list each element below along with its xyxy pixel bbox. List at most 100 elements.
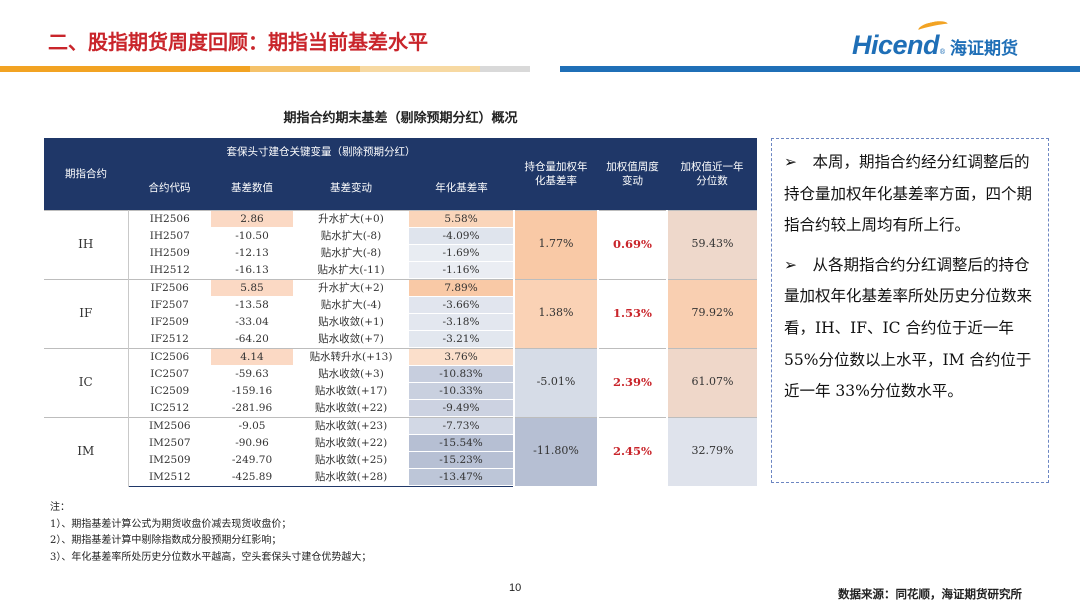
cell-basis-change-value: 贴水收敛(+7) [318,333,384,345]
cell-basis-value-value: -90.96 [235,437,269,449]
cell-annual-rate: -10.83% [409,366,514,383]
cell-basis-value-value: -12.13 [235,247,269,259]
cell-annual-rate-value: -13.47% [409,469,513,485]
cell-annual-rate: -3.21% [409,331,514,349]
group-label-ih: IH [44,209,129,279]
cell-basis-value: -13.58 [211,297,293,314]
cell-basis-value: -425.89 [211,468,293,487]
cell-basis-change-value: 贴水收敛(+17) [314,385,388,397]
cell-percentile: 59.43% [666,209,757,279]
footnote-3: 3）、年化基差率所处历史分位数水平越高，空头套保头寸建仓优势越大； [50,551,372,563]
cell-annual-rate-value: -7.73% [409,418,513,434]
cell-contract-code-value: IC2509 [150,385,190,397]
cell-weighted-rate: -5.01% [513,347,598,417]
cell-contract-code: IM2509 [128,452,211,469]
cell-basis-change: 贴水扩大(-8) [293,228,409,245]
cell-annual-rate-value: -15.23% [409,452,513,468]
cell-weighted-rate: 1.77% [513,209,598,279]
cell-basis-change: 贴水扩大(-4) [293,297,409,314]
cell-basis-value-value: -64.20 [235,333,269,345]
cell-basis-change: 贴水收敛(+1) [293,314,409,331]
cell-basis-value-value: -159.16 [231,385,273,397]
cell-contract-code: IH2507 [128,228,211,245]
cell-contract-code-value: IC2512 [150,402,190,414]
header-contract-group: 期指合约 [44,138,128,210]
table-row: IF2509 -33.04 贴水收敛(+1) -3.18% [44,314,757,331]
cell-annual-rate: -3.66% [409,297,514,314]
header-percentile: 加权值近一年分位数 [667,138,757,210]
cell-annual-rate: -13.47% [409,468,514,487]
cell-basis-change-value: 贴水扩大(-8) [320,247,382,259]
cell-basis-value: -249.70 [211,452,293,469]
cell-annual-rate: -1.16% [409,262,514,280]
cell-contract-code: IF2509 [128,314,211,331]
cell-basis-value: 4.14 [211,347,293,366]
cell-annual-rate-value: -10.33% [409,383,513,399]
group-label-if: IF [44,278,129,348]
table-row: IM IM2506 -9.05 贴水收敛(+23) -7.73% -11.80% 2.45%… [44,416,757,486]
cell-annual-rate-value: 5.58% [409,211,513,227]
cell-contract-code-value: IH2506 [149,213,190,225]
cell-basis-change: 升水扩大(+0) [293,209,409,228]
cell-percentile: 32.79% [666,416,757,486]
cell-basis-change-value: 贴水收敛(+25) [314,454,388,466]
cell-basis-change-value: 贴水扩大(-4) [320,299,382,311]
cell-contract-code: IC2507 [128,366,211,383]
cell-basis-value: -64.20 [211,331,293,349]
table-row: IC IC2506 4.14 贴水转升水(+13) 3.76% -5.01% 2.39% 61… [44,347,757,417]
group-label-im: IM [44,416,129,486]
table-row: IH2507 -10.50 贴水扩大(-8) -4.09% [44,228,757,245]
table-row: IH IH2506 2.86 升水扩大(+0) 5.58% 1.77% 0.69% 59.43… [44,209,757,279]
header-divider-stripe [0,66,1080,72]
cell-basis-value: -90.96 [211,435,293,452]
page-number: 10 [509,582,522,594]
table-caption: 期指合约期末基差（剔除预期分红）概况 [283,111,518,126]
cell-basis-value: -16.13 [211,262,293,280]
cell-basis-value-value: -425.89 [231,471,273,483]
table-row: IC2509 -159.16 贴水收敛(+17) -10.33% [44,383,757,400]
cell-basis-value-value: -10.50 [235,230,269,242]
cell-basis-change-value: 贴水收敛(+3) [318,368,384,380]
cell-contract-code: IC2506 [128,347,211,366]
table-row: IM2512 -425.89 贴水收敛(+28) -13.47% [44,468,757,487]
cell-contract-code-value: IM2506 [148,420,191,432]
cell-basis-change-value: 升水扩大(+0) [318,213,384,225]
header-contract-code: 合约代码 [128,166,211,210]
cell-annual-rate-value: -1.16% [409,262,513,278]
cell-contract-code: IM2507 [128,435,211,452]
cell-basis-value-value: -13.58 [235,299,269,311]
cell-basis-value: -12.13 [211,245,293,262]
cell-basis-value-value: -59.63 [235,368,269,380]
cell-contract-code: IH2509 [128,245,211,262]
cell-annual-rate: -4.09% [409,228,514,245]
cell-contract-code-value: IH2512 [149,264,190,276]
cell-basis-change: 贴水收敛(+25) [293,452,409,469]
table-row: IC2507 -59.63 贴水收敛(+3) -10.83% [44,366,757,383]
cell-weekly-change: 2.45% [597,416,667,486]
cell-contract-code-value: IM2512 [148,471,191,483]
cell-basis-value-value: -33.04 [235,316,269,328]
cell-basis-value: -159.16 [211,383,293,400]
cell-basis-change: 贴水收敛(+7) [293,331,409,349]
cell-annual-rate: -10.33% [409,383,514,400]
cell-contract-code-value: IH2507 [149,230,190,242]
header-basis-change: 基差变动 [293,166,409,210]
cell-basis-change-value: 升水扩大(+2) [318,282,384,294]
cell-contract-code: IF2506 [128,278,211,297]
logo-registered-mark: ® [939,48,947,56]
table-row: IH2509 -12.13 贴水扩大(-8) -1.69% [44,245,757,262]
footnote-1: 1）、期指基差计算公式为期货收盘价减去现货收盘价； [50,518,292,530]
cell-annual-rate: -9.49% [409,400,514,418]
commentary-point-1: ➢ 本周，期指合约经分红调整后的持仓量加权年化基差率方面，四个期指合约较上周均有… [784,153,1033,235]
cell-contract-code-value: IC2507 [150,368,190,380]
cell-annual-rate-value: 7.89% [409,280,513,296]
cell-annual-rate-value: -1.69% [409,245,513,261]
cell-annual-rate: -1.69% [409,245,514,262]
cell-contract-code: IM2506 [128,416,211,435]
cell-annual-rate: -15.54% [409,435,514,452]
header-weekly-change: 加权值周度变动 [598,138,667,210]
cell-basis-value: -59.63 [211,366,293,383]
cell-basis-change: 贴水收敛(+3) [293,366,409,383]
cell-basis-change-value: 贴水收敛(+28) [314,471,388,483]
cell-basis-value: 2.86 [211,209,293,228]
